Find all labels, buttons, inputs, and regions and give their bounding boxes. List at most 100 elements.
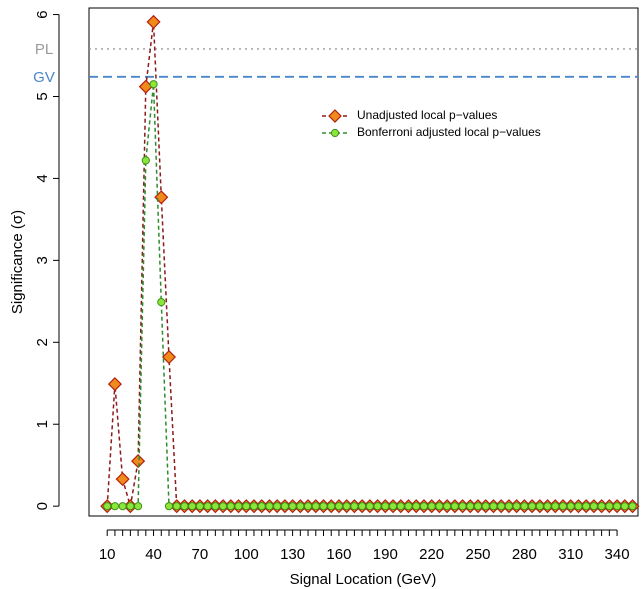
data-point [628, 502, 637, 511]
data-point [218, 502, 228, 511]
y-tick-label: 6 [34, 10, 51, 18]
data-point [597, 502, 606, 511]
data-point [172, 502, 181, 511]
data-point [466, 502, 475, 511]
data-point [535, 502, 544, 511]
x-tick-label: 340 [605, 546, 630, 563]
data-point [473, 502, 483, 511]
x-tick-label: 190 [373, 546, 398, 563]
data-point [358, 502, 367, 511]
data-point [303, 502, 313, 511]
data-point [527, 502, 537, 511]
series-unadjusted [100, 14, 640, 514]
data-point [203, 502, 212, 511]
data-point [388, 502, 398, 511]
data-point [188, 502, 197, 511]
data-point [118, 502, 127, 511]
x-tick-label: 220 [419, 546, 444, 563]
data-point [334, 502, 344, 511]
data-point [605, 502, 614, 511]
data-point [481, 502, 490, 511]
data-point [520, 502, 529, 511]
data-point [450, 502, 459, 511]
series-bonferroni [103, 80, 637, 511]
data-point [288, 502, 297, 511]
data-point [311, 502, 320, 511]
data-point [582, 502, 591, 511]
y-tick-label: 1 [34, 420, 51, 428]
data-point [551, 502, 560, 511]
legend-marker [330, 128, 340, 138]
data-point [350, 502, 359, 511]
data-point [319, 502, 328, 511]
data-point [327, 502, 336, 511]
data-point [280, 502, 289, 511]
legend: Unadjusted local p−values Bonferroni adju… [322, 108, 541, 139]
data-point [412, 502, 421, 511]
data-point [133, 502, 143, 511]
data-point [458, 502, 467, 511]
y-axis-label: Significance (σ) [9, 210, 26, 314]
data-point [226, 502, 235, 511]
data-point [365, 502, 374, 511]
data-point [381, 502, 390, 511]
data-point [110, 502, 120, 511]
x-tick-label: 250 [465, 546, 490, 563]
ref-label-gv: GV [33, 69, 55, 86]
data-point [443, 502, 452, 511]
data-point [211, 502, 220, 511]
data-point [180, 502, 189, 511]
data-point [589, 502, 598, 511]
data-point [404, 502, 413, 511]
data-point [249, 502, 259, 511]
x-tick-label: 310 [558, 546, 583, 563]
series-line [106, 21, 633, 507]
data-point [497, 502, 506, 511]
data-point [558, 502, 568, 511]
data-point [126, 502, 135, 511]
data-point [419, 502, 429, 511]
data-point [146, 14, 161, 29]
x-axis-label: Signal Location (GeV) [290, 571, 437, 588]
data-point [157, 298, 166, 307]
y-tick-label: 5 [34, 92, 51, 100]
data-point [242, 502, 251, 511]
data-point [115, 472, 130, 487]
data-point [195, 502, 204, 511]
data-point [149, 80, 158, 89]
y-axis: 0 1 2 3 4 5 6 [34, 10, 60, 510]
data-point [504, 502, 514, 511]
data-point [489, 502, 498, 511]
legend-marker [328, 109, 342, 123]
data-point [273, 502, 282, 511]
data-point [107, 377, 122, 392]
legend-item: Unadjusted local p−values [322, 108, 497, 123]
x-axis: 10 40 70 100 130 160 190 220 250 280 310 340 [99, 529, 630, 563]
data-point [164, 502, 174, 511]
y-tick-label: 0 [34, 502, 51, 510]
reference-lines: PL GV [33, 41, 638, 86]
data-point [612, 502, 622, 511]
series-layer [100, 14, 640, 514]
legend-item: Bonferroni adjusted local p−values [322, 125, 541, 139]
data-point [257, 502, 266, 511]
data-point [373, 502, 382, 511]
x-tick-label: 40 [145, 546, 162, 563]
y-tick-label: 2 [34, 338, 51, 346]
data-point [396, 502, 405, 511]
data-point [427, 502, 436, 511]
ref-label-pl: PL [35, 41, 53, 58]
series-line [107, 84, 633, 507]
data-point [296, 502, 305, 511]
plot-frame [88, 7, 639, 517]
x-tick-label: 70 [192, 546, 209, 563]
data-point [234, 502, 243, 511]
x-tick-label: 160 [326, 546, 351, 563]
data-point [543, 502, 552, 511]
x-tick-label: 280 [512, 546, 537, 563]
data-point [512, 502, 521, 511]
legend-label: Bonferroni adjusted local p−values [357, 125, 541, 139]
data-point [265, 502, 274, 511]
